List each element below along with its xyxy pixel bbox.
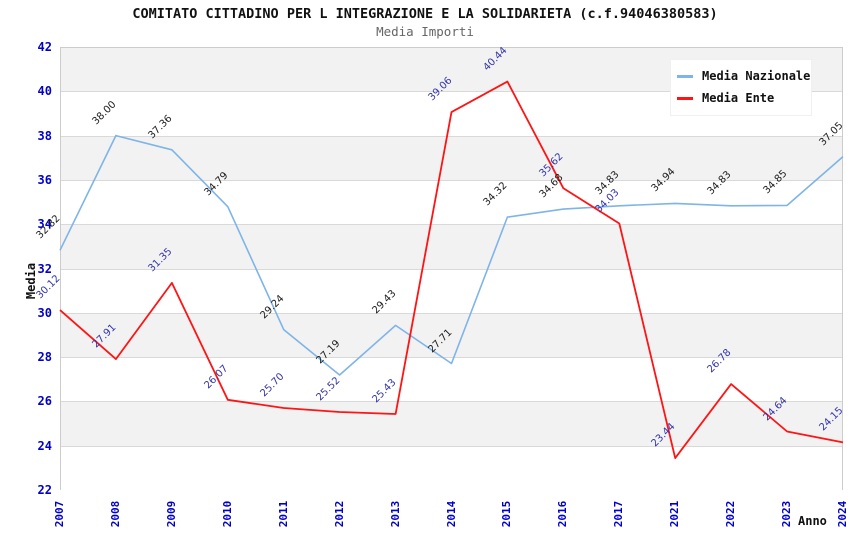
y-tick-label: 40 — [37, 84, 52, 99]
plot-band — [61, 225, 842, 270]
x-tick-label: 2010 — [220, 500, 234, 528]
gridline — [61, 268, 842, 270]
plot-band — [61, 402, 842, 447]
chart-title: COMITATO CITTADINO PER L INTEGRAZIONE E … — [132, 6, 718, 22]
x-tick-label: 2008 — [108, 500, 122, 528]
x-tick-label: 2011 — [276, 500, 290, 528]
x-tick-label: 2015 — [500, 500, 514, 528]
x-tick-label: 2024 — [836, 500, 849, 528]
gridline — [61, 312, 842, 314]
y-tick-label: 38 — [37, 128, 52, 143]
gridline — [61, 445, 842, 447]
gridline — [61, 401, 842, 403]
y-tick-label: 36 — [37, 172, 52, 187]
legend-item-media-ente: Media Ente — [677, 87, 805, 109]
plot-band — [61, 180, 842, 226]
legend-label-media-nazionale: Media Nazionale — [702, 69, 811, 83]
plot-band — [61, 446, 842, 491]
x-tick-label: 2013 — [388, 500, 402, 528]
x-tick-label: 2014 — [444, 500, 458, 528]
x-tick-label: 2017 — [612, 500, 626, 528]
y-axis-title: Media — [24, 262, 38, 300]
y-tick-label: 34 — [37, 217, 52, 232]
x-tick-label: 2012 — [332, 500, 346, 528]
legend-swatch-media-ente — [677, 96, 693, 100]
chart-subtitle: Media Importi — [376, 24, 474, 39]
legend-swatch-media-nazionale — [677, 74, 693, 78]
x-tick-label: 2022 — [724, 500, 738, 528]
y-tick-label: 32 — [37, 261, 52, 276]
legend-item-media-nazionale: Media Nazionale — [677, 65, 810, 87]
plot-band — [61, 269, 842, 314]
x-tick-label: 2016 — [556, 500, 570, 528]
gridline — [61, 224, 842, 226]
x-tick-label: 2009 — [164, 500, 178, 528]
data-label-media-ente: 30.12 — [34, 273, 63, 302]
y-tick-label: 30 — [37, 305, 52, 320]
y-tick-label: 28 — [37, 350, 52, 365]
y-tick-label: 24 — [37, 438, 52, 453]
legend-label-media-ente: Media Ente — [702, 91, 775, 105]
y-tick-label: 26 — [37, 394, 52, 409]
y-tick-label: 22 — [37, 483, 52, 497]
x-tick-label: 2021 — [668, 500, 682, 528]
x-tick-label: 2007 — [53, 500, 66, 528]
gridline — [61, 135, 842, 137]
legend: Media Nazionale Media Ente — [670, 59, 812, 116]
x-tick-label: 2023 — [780, 500, 794, 528]
y-tick-label: 42 — [37, 40, 52, 54]
x-axis-title: Anno — [798, 514, 827, 528]
